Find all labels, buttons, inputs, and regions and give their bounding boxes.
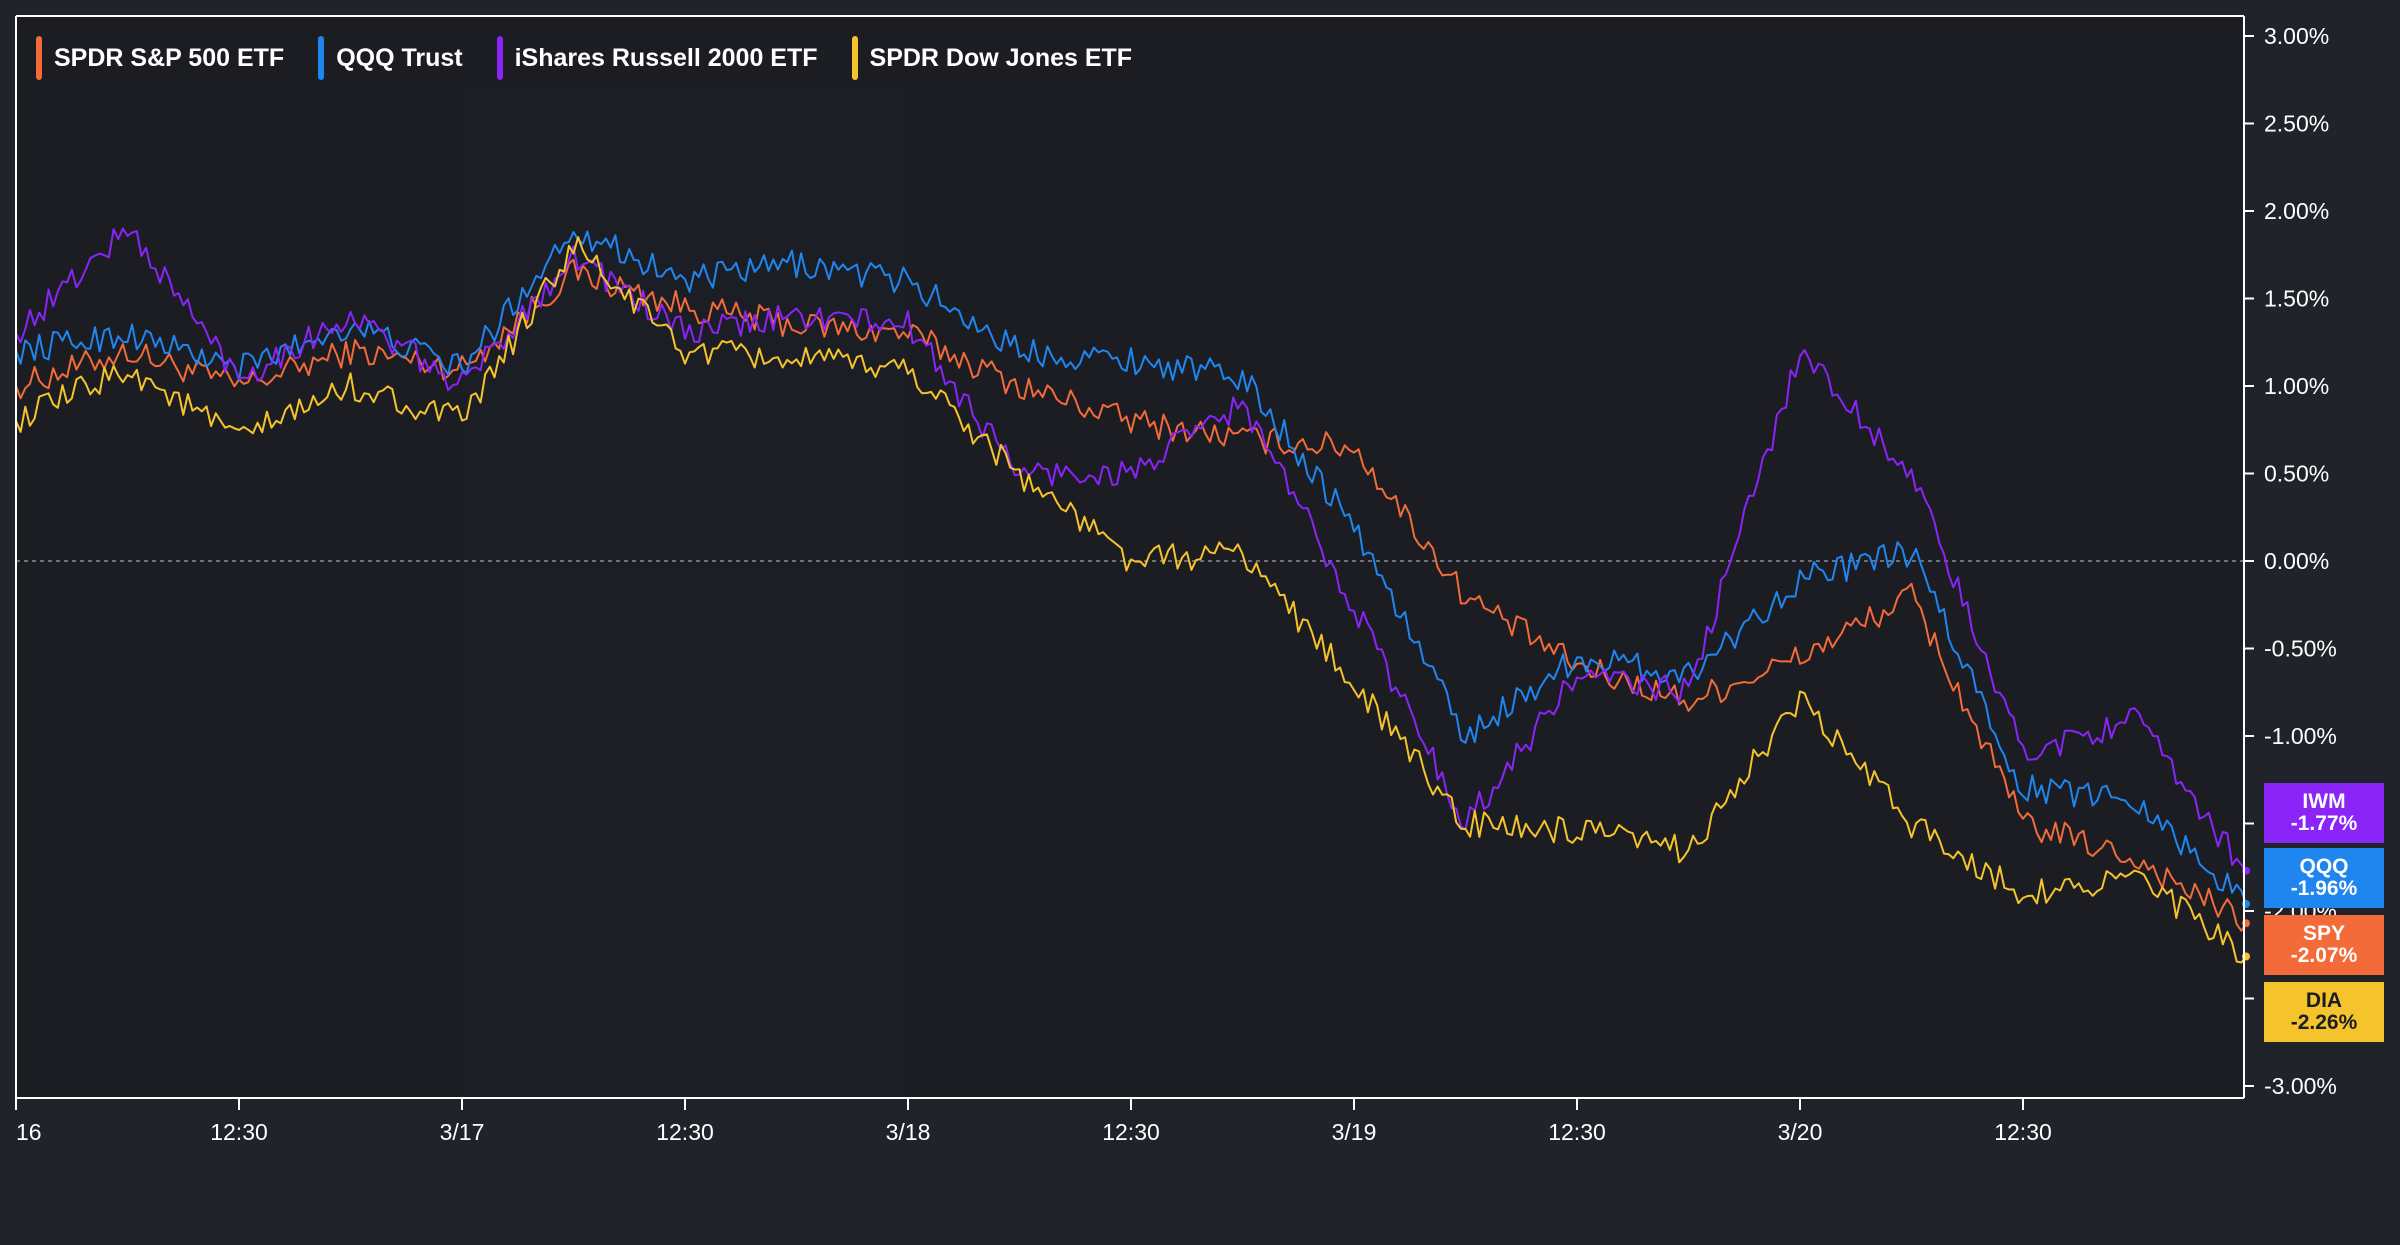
y-tick-label: 1.00% <box>2264 373 2329 399</box>
legend-swatch-dia <box>851 36 858 80</box>
badge-iwm-symbol: IWM <box>2302 790 2346 813</box>
x-tick-label: 3/19 <box>1332 1119 1377 1145</box>
legend-label-spy: SPDR S&P 500 ETF <box>54 43 285 72</box>
legend-item-qqq[interactable]: QQQ Trust <box>318 36 463 80</box>
legend-item-spy[interactable]: SPDR S&P 500 ETF <box>36 36 284 80</box>
y-tick-label: 0.50% <box>2264 461 2329 487</box>
legend-label-dia: SPDR Dow Jones ETF <box>869 43 1133 72</box>
series-line-qqq <box>15 230 2247 905</box>
badge-spy-symbol: SPY <box>2302 922 2346 945</box>
badge-spy-value: -2.07% <box>2290 944 2358 967</box>
badge-dia: DIA -2.26% <box>2264 982 2384 1042</box>
badge-qqq-value: -1.96% <box>2290 877 2358 900</box>
badge-qqq: QQQ -1.96% <box>2264 848 2384 908</box>
x-tick-label: 12:30 <box>656 1119 714 1145</box>
legend-item-iwm[interactable]: iShares Russell 2000 ETF <box>496 36 818 80</box>
plot-background <box>16 16 2244 1098</box>
x-tick-label: 3/17 <box>440 1119 485 1145</box>
y-tick-label: 2.50% <box>2264 111 2329 137</box>
x-tick-label: 12:30 <box>210 1119 268 1145</box>
legend-item-dia[interactable]: SPDR Dow Jones ETF <box>851 36 1133 80</box>
y-tick-label: 1.50% <box>2264 286 2329 312</box>
y-tick-label: 2.00% <box>2264 198 2329 224</box>
badge-spy: SPY -2.07% <box>2264 915 2384 975</box>
legend-swatch-spy <box>36 36 42 80</box>
badge-dia-value: -2.26% <box>2290 1011 2358 1034</box>
x-tick-label: 3/18 <box>886 1119 931 1145</box>
badge-iwm: IWM -1.77% <box>2264 783 2384 843</box>
series-line-iwm <box>15 227 2247 872</box>
x-tick-label: 12:30 <box>1994 1119 2052 1145</box>
y-tick-label: -0.50% <box>2264 636 2337 662</box>
badge-iwm-value: -1.77% <box>2290 812 2358 835</box>
x-tick-label: 12:30 <box>1548 1119 1606 1145</box>
x-tick-label: 16 <box>16 1119 42 1145</box>
legend: SPDR S&P 500 ETF QQQ Trust iShares Russe… <box>30 34 1151 82</box>
y-tick-label: 3.00% <box>2264 23 2329 49</box>
session-band <box>462 90 908 1098</box>
y-tick-label: -1.00% <box>2264 723 2337 749</box>
badge-qqq-symbol: QQQ <box>2299 855 2349 878</box>
x-tick-label: 12:30 <box>1102 1119 1160 1145</box>
y-tick-label: 0.00% <box>2264 548 2329 574</box>
legend-swatch-qqq <box>318 36 325 80</box>
legend-swatch-iwm <box>496 36 503 80</box>
legend-label-iwm: iShares Russell 2000 ETF <box>514 43 818 72</box>
series-line-dia <box>15 236 2247 964</box>
y-tick-label: -3.00% <box>2264 1073 2337 1099</box>
x-tick-label: 3/20 <box>1778 1119 1823 1145</box>
legend-label-qqq: QQQ Trust <box>336 43 463 72</box>
badge-dia-symbol: DIA <box>2305 989 2343 1012</box>
series-line-spy <box>15 258 2247 932</box>
